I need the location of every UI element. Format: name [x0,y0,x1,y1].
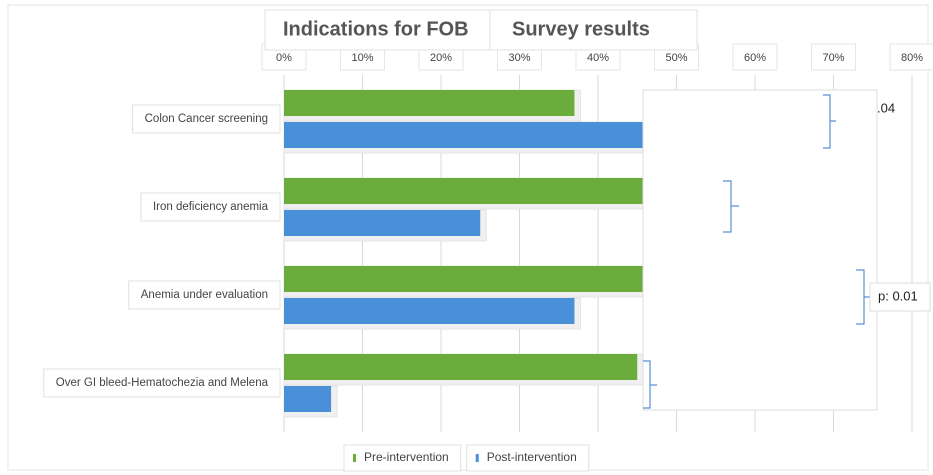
legend-label: Post-intervention [487,450,577,464]
y-tick-label: Over GI bleed-Hematochezia and Melena [56,377,269,389]
subtitle-box [489,9,698,51]
bracket [723,180,739,233]
tick-label-box [889,43,933,71]
annotation: .04 [877,100,895,115]
legend-swatch [475,454,479,462]
x-tick-label: 60% [744,52,766,64]
annotation-box [869,282,931,312]
x-tick-label: 0% [276,52,292,64]
tick-label-box [811,43,856,71]
bar [284,210,481,236]
x-tick-label: 30% [508,52,530,64]
annotation: p: 0.01 [878,288,918,303]
legend-box [343,444,462,472]
x-tick-label: 10% [351,52,373,64]
bar [284,90,575,116]
x-tick-label: 20% [430,52,452,64]
category-label-box [140,192,281,222]
legend-box [466,444,590,472]
bar [284,298,575,324]
x-tick-label: 70% [822,52,844,64]
x-tick-label: 50% [665,52,687,64]
legend-label: Pre-intervention [364,450,449,464]
category-label-box [132,104,281,134]
category-label-box [128,280,281,310]
legend-swatch [353,454,356,462]
category-label-box [43,368,281,398]
bracket [856,269,870,325]
brackets [643,94,870,409]
bar [284,354,638,380]
title-box [264,9,492,51]
tick-label-box [732,43,778,71]
bar [284,386,332,412]
bracket [643,360,657,409]
bracket [823,94,836,149]
x-tick-label: 40% [587,52,609,64]
overlay-box [642,89,878,411]
chart-title: Indications for FOB [283,18,469,40]
y-tick-label: Colon Cancer screening [145,113,268,125]
x-tick-label: 80% [901,52,923,64]
y-tick-label: Iron deficiency anemia [153,201,269,213]
chart-subtitle: Survey results [512,18,650,40]
y-tick-label: Anemia under evaluation [141,289,268,301]
